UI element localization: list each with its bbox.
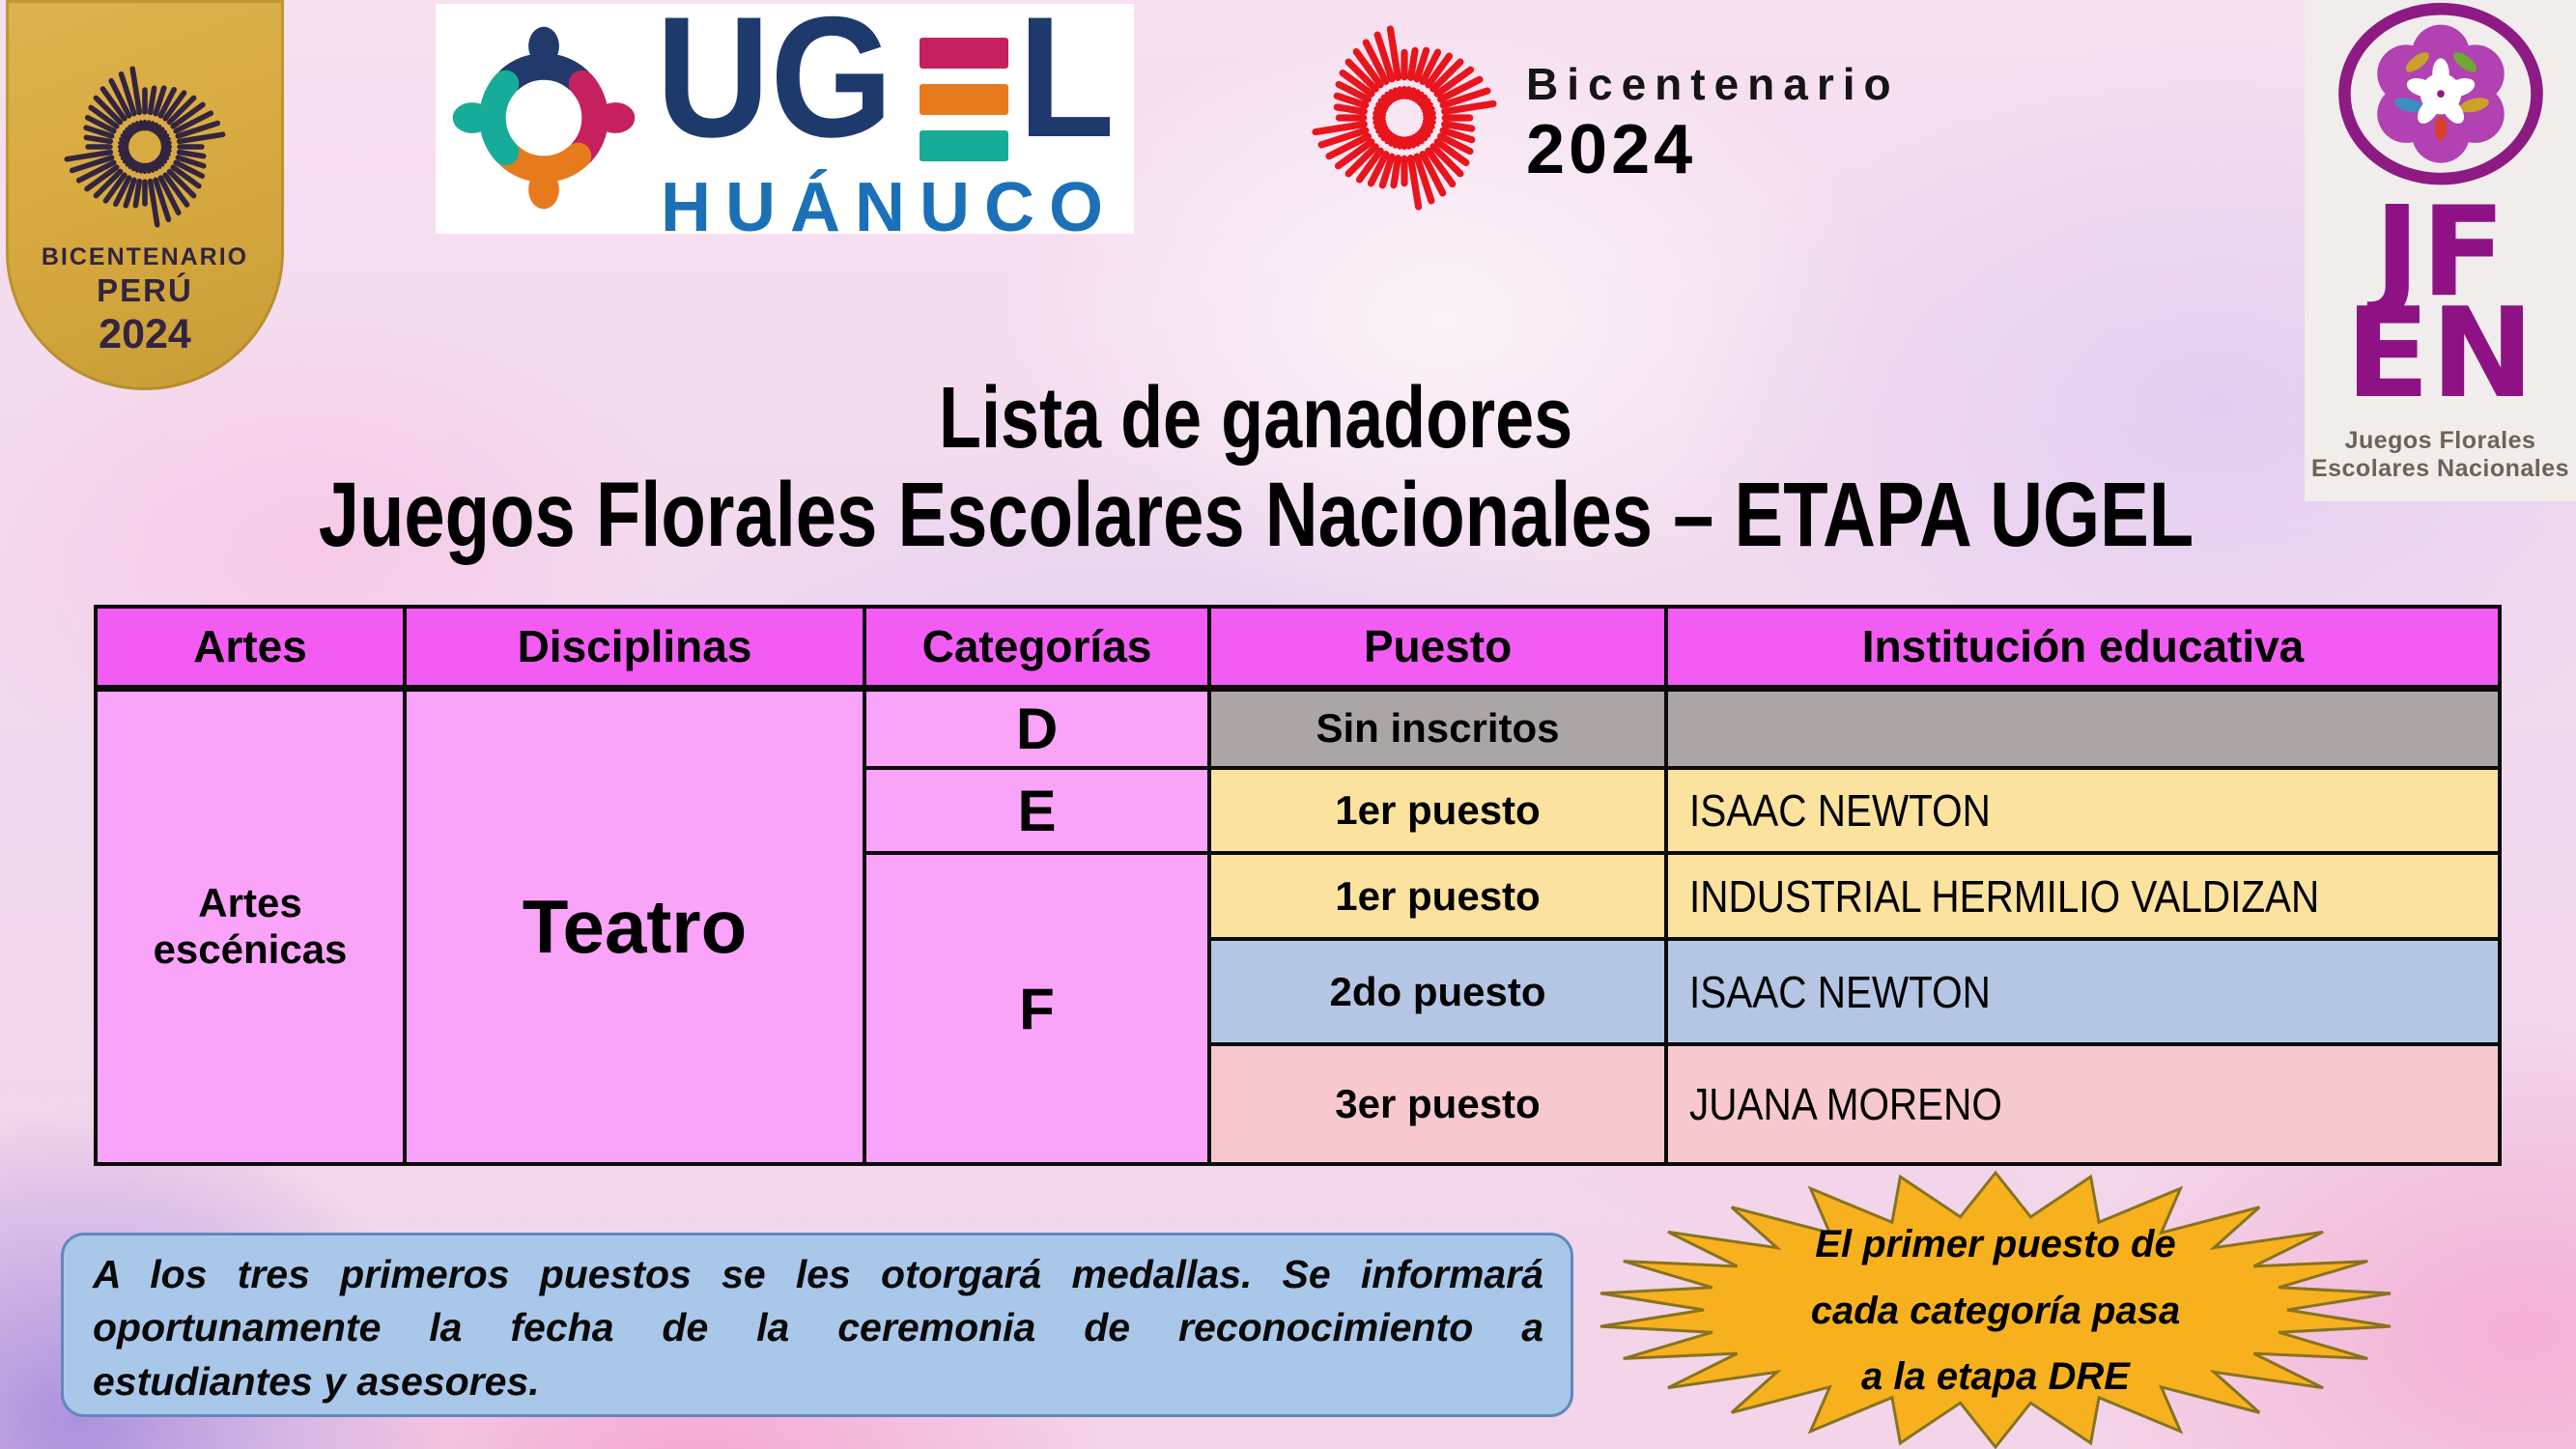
ugel-huanuco-logo: UG L HUÁNUCO xyxy=(436,0,1134,242)
dre-callout: El primer puesto de cada categoría pasa … xyxy=(1594,1170,2397,1449)
gold-burst-icon xyxy=(64,66,226,228)
note-line2: oportunamente la fecha de la ceremonia d… xyxy=(93,1305,1543,1350)
ugel-letters-ug: UG xyxy=(655,0,893,173)
jfen-caption: Juegos Florales Escolares Nacionales xyxy=(2310,426,2570,483)
table-row: 2do puesto ISAAC NEWTON xyxy=(96,937,2502,1046)
ugel-city-label: HUÁNUCO xyxy=(661,169,1118,246)
note-line1: A los tres primeros puestos se les otorg… xyxy=(93,1252,1543,1296)
jfen-logo: JF EN Juegos Florales Escolares Nacional… xyxy=(2305,0,2576,501)
ugel-letter-l: L xyxy=(1017,0,1115,173)
category-d-cell: D xyxy=(863,686,1211,770)
puesto-cell: 1er puesto xyxy=(1207,851,1668,941)
bicentenario-label: Bicentenario xyxy=(1526,59,1900,109)
header-categorias: Categorías xyxy=(863,605,1211,692)
badge-line2: PERÚ xyxy=(97,272,193,308)
callout-line2: cada categoría pasa xyxy=(1810,1289,2181,1332)
table-header-row: Artes Disciplinas Categorías Puesto Inst… xyxy=(94,605,2502,692)
winners-table: Artes Disciplinas Categorías Puesto Inst… xyxy=(94,605,2502,1166)
starburst-icon xyxy=(1599,1170,2392,1449)
jfen-letters-en: EN xyxy=(2345,281,2535,426)
institution-cell xyxy=(1664,686,2502,770)
header-disciplinas: Disciplinas xyxy=(403,605,866,692)
ugel-wordmark: UG L xyxy=(655,0,1123,173)
table-row: E 1er puesto ISAAC NEWTON xyxy=(96,766,2502,855)
header-puesto: Puesto xyxy=(1207,605,1668,692)
institution-cell: INDUSTRIAL HERMILIO VALDIZAN xyxy=(1664,851,2502,941)
jfen-letters-jf: JF xyxy=(2373,181,2507,325)
table-row: F 1er puesto INDUSTRIAL HERMILIO VALDIZA… xyxy=(96,851,2502,1166)
discipline-cell: Teatro xyxy=(403,686,866,1166)
red-burst-icon xyxy=(1312,25,1497,211)
medals-note: A los tres primeros puestos se les otorg… xyxy=(61,1233,1573,1417)
puesto-cell: 1er puesto xyxy=(1207,766,1668,855)
institution-cell: ISAAC NEWTON xyxy=(1664,937,2502,1046)
institution-cell: JUANA MORENO xyxy=(1664,1042,2502,1166)
puesto-cell: Sin inscritos xyxy=(1207,686,1668,770)
art-cell: Artes escénicas xyxy=(94,686,407,1166)
table-row: 3er puesto JUANA MORENO xyxy=(96,1042,2502,1166)
puesto-cell: 2do puesto xyxy=(1207,937,1668,1046)
badge-line3: 2024 xyxy=(99,311,191,357)
ugel-letter-e-bars-icon xyxy=(919,38,1008,161)
callout-line3: a la etapa DRE xyxy=(1861,1355,2130,1399)
bicentenario-year: 2024 xyxy=(1526,111,1697,188)
callout-line1: El primer puesto de xyxy=(1815,1222,2176,1265)
bicentenario-2024-logo: Bicentenario 2024 xyxy=(1312,25,1900,211)
category-e-cell: E xyxy=(863,766,1211,855)
puesto-cell: 3er puesto xyxy=(1207,1042,1668,1166)
badge-line1: BICENTENARIO xyxy=(41,243,249,270)
title-line2: Juegos Florales Escolares Nacionales – E… xyxy=(318,464,2194,566)
header-artes: Artes xyxy=(94,605,407,692)
title-line1: Lista de ganadores xyxy=(938,370,1573,467)
category-f-cell: F xyxy=(863,851,1211,1166)
table-row: Artes escénicas Teatro D Sin inscritos xyxy=(94,686,2502,1166)
page-title: Lista de ganadores Juegos Florales Escol… xyxy=(39,375,2473,561)
bicentenario-peru-badge: BICENTENARIO PERÚ 2024 xyxy=(6,0,284,390)
people-circle-icon xyxy=(452,26,636,210)
institution-cell: ISAAC NEWTON xyxy=(1664,766,2502,855)
jfen-flower-icon xyxy=(2337,2,2543,185)
note-line3: estudiantes y asesores. xyxy=(93,1358,540,1404)
header-institucion: Institución educativa xyxy=(1664,605,2502,692)
